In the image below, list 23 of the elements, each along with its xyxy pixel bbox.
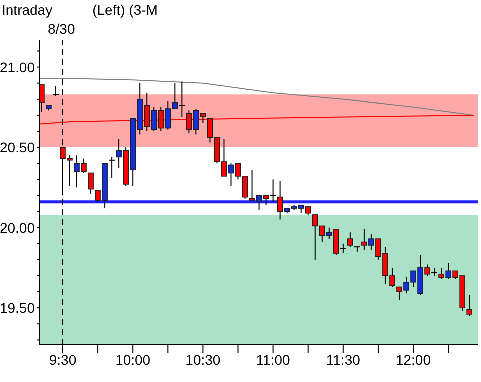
candlestick [340,243,347,254]
candlestick [52,86,60,97]
y-tick-label: 20.50 [0,140,36,156]
x-tick-label: 12:00 [396,352,432,368]
line-series [40,78,474,116]
x-tick-label: 11:30 [326,352,361,368]
candlestick [354,246,361,252]
candlestick [466,294,472,317]
x-tick-label: 10:00 [116,352,151,368]
candlestick [348,232,354,248]
candlestick [270,179,277,203]
text: 8/30 [48,21,76,37]
chart-subtitle: (Left) (3-M [92,2,158,18]
y-tick-label: 20.00 [0,220,36,236]
x-tick-label: 10:30 [186,352,221,368]
x-tick-label: 9:30 [49,352,77,368]
candlestick [178,81,186,118]
candlestick [108,156,116,179]
candlestick [88,172,94,195]
chart-title: Intraday [2,2,53,18]
y-tick-label: 19.50 [0,300,36,316]
x-tick-label: 11:00 [256,352,291,368]
y-tick-label: 21.00 [0,59,36,76]
